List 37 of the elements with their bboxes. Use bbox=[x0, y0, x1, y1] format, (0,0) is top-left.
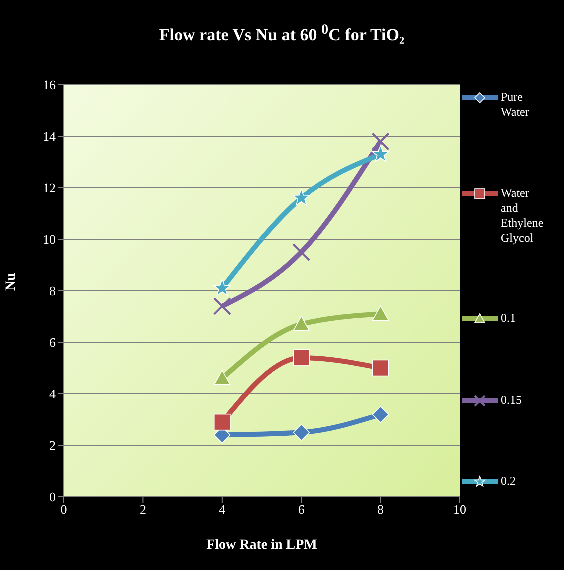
y-axis-title: Nu bbox=[4, 272, 19, 291]
point bbox=[372, 406, 390, 423]
point bbox=[293, 424, 310, 442]
legend-label: 0.15 bbox=[501, 392, 523, 408]
x-tick-label: 4 bbox=[219, 502, 226, 518]
legend-label: Water and Ethylene Glycol bbox=[501, 186, 545, 246]
chart-title: Flow rate Vs Nu at 60 $^{0}$C for TiO₂ bbox=[158, 22, 406, 46]
x-tick-label: 2 bbox=[140, 502, 146, 518]
y-tick-label: 4 bbox=[50, 386, 56, 402]
x-tick-label: 8 bbox=[378, 502, 384, 518]
x-tick-label: 10 bbox=[454, 502, 466, 518]
point bbox=[372, 306, 390, 321]
point bbox=[292, 243, 311, 262]
y-tick-label: 16 bbox=[43, 78, 56, 93]
x-tick-label: 0 bbox=[60, 502, 68, 518]
point bbox=[372, 360, 390, 377]
legend-label: 0.1 bbox=[501, 311, 517, 326]
y-tick-label: 0 bbox=[50, 490, 56, 505]
y-tick-label: 14 bbox=[43, 129, 56, 144]
point bbox=[214, 414, 231, 431]
y-tick-label: 6 bbox=[50, 335, 56, 350]
legend-label: 0.2 bbox=[501, 474, 517, 489]
point bbox=[292, 189, 310, 206]
x-axis-title: Flow Rate in LPM bbox=[206, 538, 318, 553]
x-tick-label: 6 bbox=[298, 502, 306, 518]
point bbox=[293, 316, 310, 332]
point bbox=[372, 145, 390, 162]
point bbox=[213, 297, 232, 316]
point bbox=[293, 350, 310, 366]
legend-label: Pure Water bbox=[501, 90, 530, 120]
y-tick-label: 8 bbox=[50, 284, 56, 299]
point bbox=[214, 279, 232, 296]
y-tick-label: 12 bbox=[43, 180, 56, 196]
point bbox=[372, 132, 390, 151]
point bbox=[214, 370, 231, 386]
y-tick-label: 2 bbox=[50, 438, 56, 454]
y-tick-label: 10 bbox=[43, 232, 56, 248]
